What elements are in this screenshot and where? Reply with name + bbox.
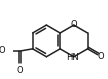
Text: O: O xyxy=(16,66,23,75)
Text: HN: HN xyxy=(67,53,79,62)
Text: O: O xyxy=(0,46,5,55)
Text: O: O xyxy=(71,20,78,29)
Text: O: O xyxy=(97,52,104,61)
